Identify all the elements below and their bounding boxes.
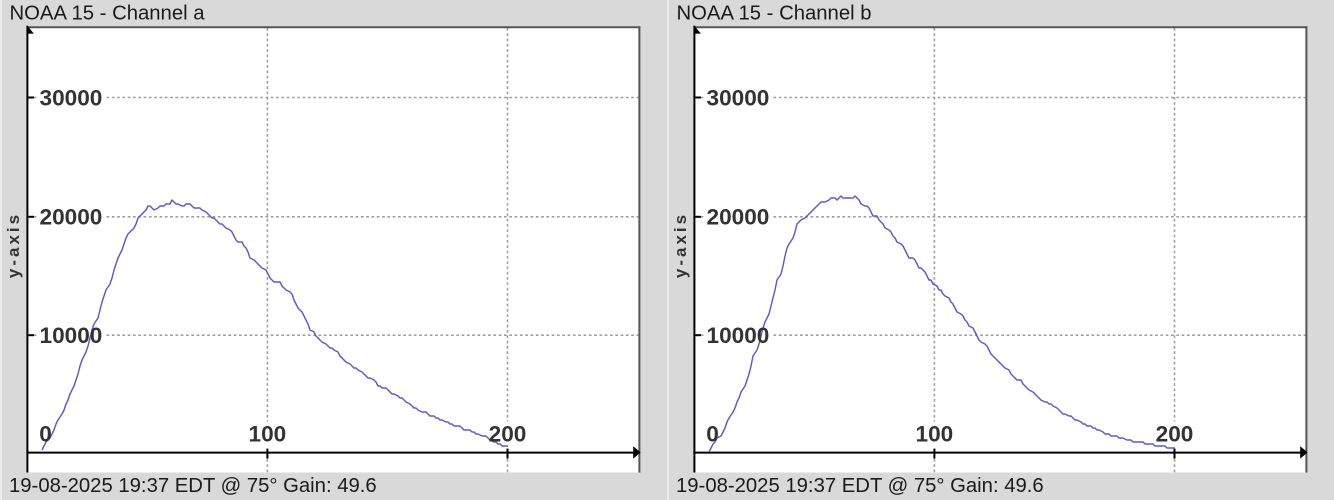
svg-text:30000: 30000 <box>40 85 103 110</box>
svg-text:y-axis: y-axis <box>671 212 690 278</box>
svg-text:200: 200 <box>1156 422 1194 447</box>
svg-text:100: 100 <box>916 422 954 447</box>
svg-text:100: 100 <box>249 422 287 447</box>
svg-text:30000: 30000 <box>707 85 770 110</box>
svg-text:NOAA 15 - Channel b: NOAA 15 - Channel b <box>677 3 872 25</box>
svg-text:y-axis: y-axis <box>4 212 23 278</box>
svg-text:20000: 20000 <box>40 205 103 230</box>
svg-text:NOAA 15 - Channel a: NOAA 15 - Channel a <box>10 3 206 25</box>
svg-text:19-08-2025 19:37 EDT @ 75° Gai: 19-08-2025 19:37 EDT @ 75° Gain: 49.6 <box>9 475 377 497</box>
svg-text:10000: 10000 <box>40 323 103 348</box>
svg-text:200: 200 <box>489 422 527 447</box>
svg-text:20000: 20000 <box>707 205 770 230</box>
svg-text:10000: 10000 <box>707 323 770 348</box>
svg-text:0: 0 <box>706 422 719 447</box>
svg-text:19-08-2025 19:37 EDT @ 75° Gai: 19-08-2025 19:37 EDT @ 75° Gain: 49.6 <box>676 475 1044 497</box>
svg-text:0: 0 <box>39 422 52 447</box>
